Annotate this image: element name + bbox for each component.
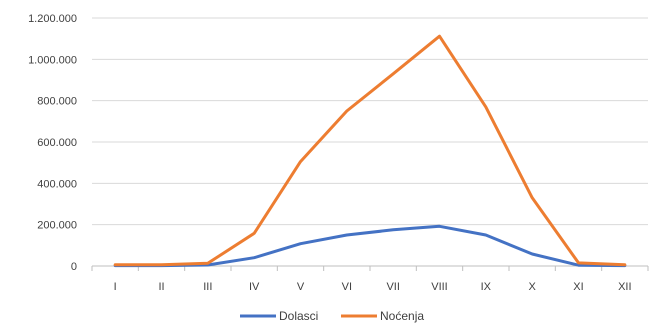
x-tick-label: II (158, 281, 164, 293)
legend: Dolasci Noćenja (240, 309, 424, 323)
y-tick-label: 1.000.000 (28, 54, 77, 66)
legend-label: Noćenja (380, 309, 424, 323)
legend-label: Dolasci (279, 309, 318, 323)
y-tick-label: 200.000 (37, 220, 77, 232)
y-tick-label: 800.000 (37, 96, 77, 108)
y-axis-tick-labels: 0 200.000 400.000 600.000 800.000 1.000.000 1.… (28, 13, 77, 273)
x-tick-label: VII (386, 281, 399, 293)
x-tick-label: V (297, 281, 305, 293)
x-tick-label: III (203, 281, 212, 293)
x-tick-label: IX (481, 281, 492, 293)
series-line-1 (113, 34, 627, 267)
x-tick-label: I (114, 281, 117, 293)
x-tick-label: VIII (431, 281, 448, 293)
series-line-0 (113, 224, 627, 268)
y-tick-label: 0 (71, 261, 77, 273)
y-tick-label: 600.000 (37, 137, 77, 149)
x-tick-label: XI (573, 281, 583, 293)
y-tick-label: 1.200.000 (28, 13, 77, 25)
x-axis-tick-labels: I II III IV V VI VII VIII IX X XI XII (114, 281, 632, 293)
x-tick-label: VI (342, 281, 352, 293)
x-tick-label: IV (249, 281, 260, 293)
gridlines (92, 17, 648, 226)
x-tick-label: XII (618, 281, 631, 293)
y-tick-label: 400.000 (37, 178, 77, 190)
x-tick-label: X (528, 281, 536, 293)
series-lines (113, 34, 627, 268)
